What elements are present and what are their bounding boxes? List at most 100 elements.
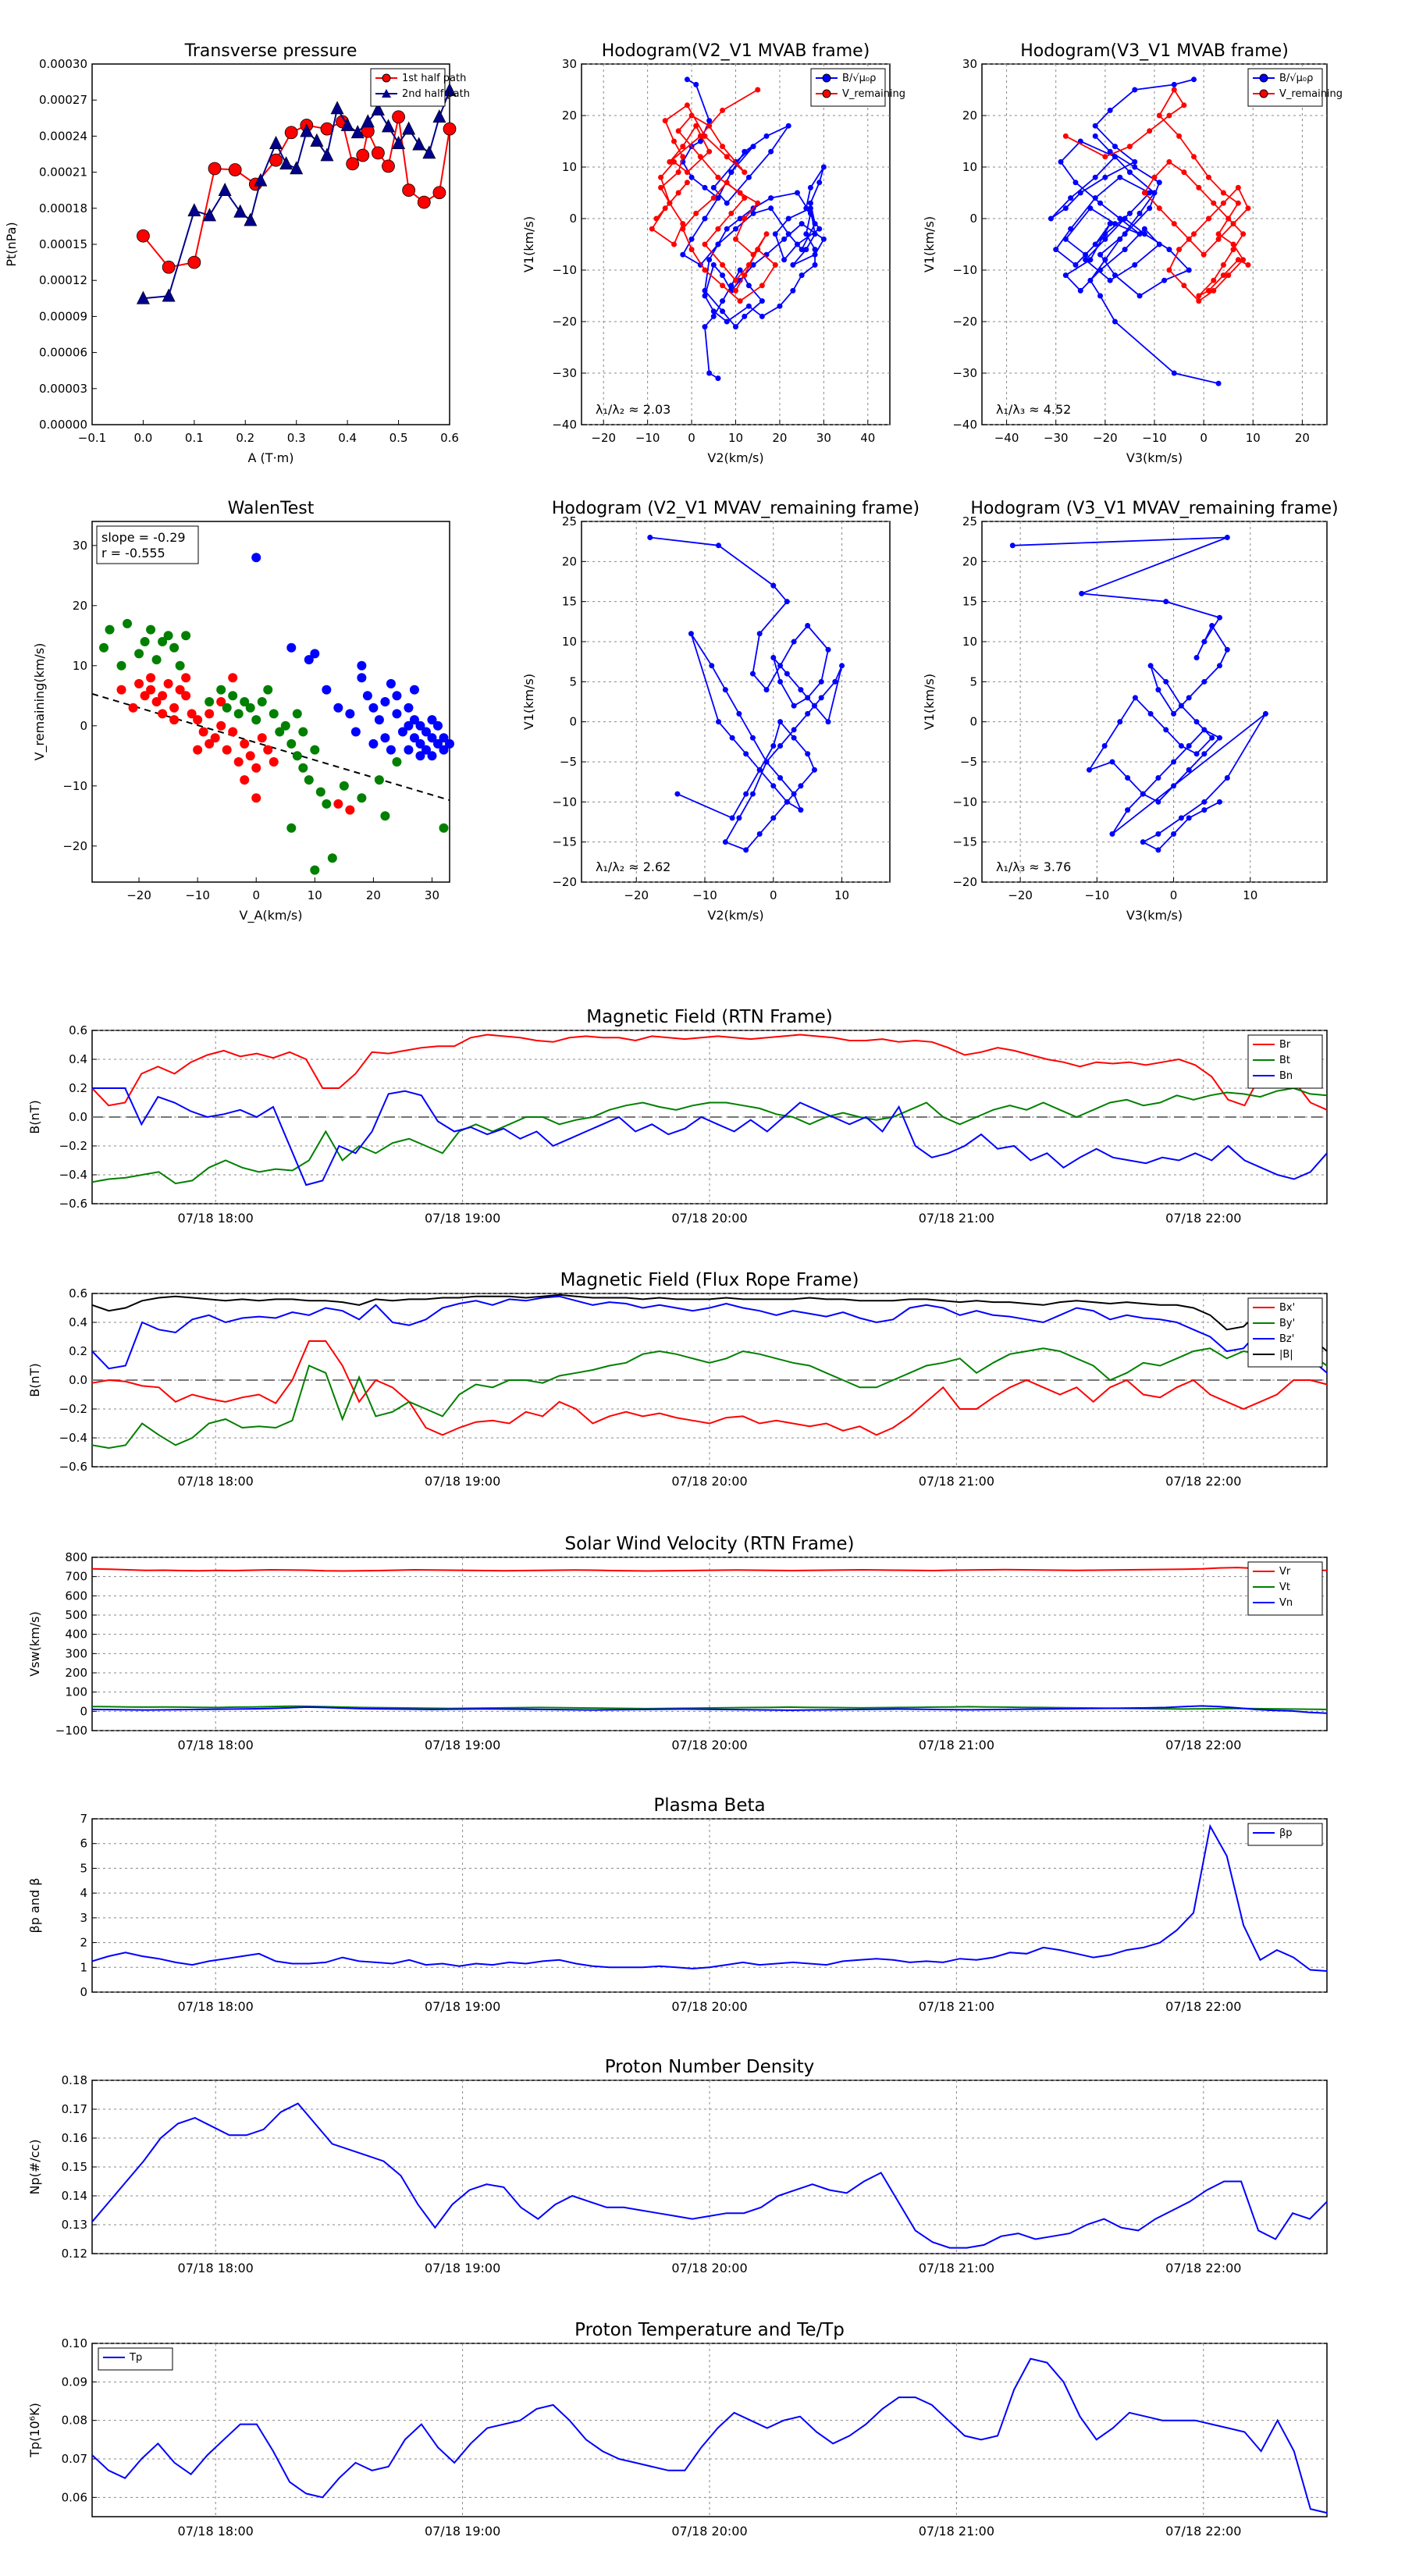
- walen-scatter-point: [409, 715, 419, 725]
- hodo-v3v1-mvab-xtick-label: −30: [1044, 431, 1069, 445]
- transverse-series-point: [162, 260, 176, 274]
- transverse-ytick-label: 0.00015: [39, 237, 87, 251]
- np-ytick-label: 0.17: [62, 2102, 87, 2116]
- transverse-series-point: [187, 203, 201, 217]
- hodo-v3v1-mvav-series-point: [1155, 847, 1161, 853]
- walen-scatter-point: [263, 745, 273, 755]
- hodo-v3v1-mvav-ratio-text: λ₁/λ₃ ≈ 3.76: [996, 859, 1071, 874]
- hodo-v3v1-mvab-xtick-label: −20: [1093, 431, 1118, 445]
- walen-scatter-point: [445, 738, 454, 749]
- hodo-v3v1-mvav-ytick-label: 20: [962, 554, 977, 568]
- transverse-ytick-label: 0.00021: [39, 165, 87, 180]
- hodo-v3v1-mvab-series-point: [1215, 231, 1222, 237]
- hodo-v3v1-mvab-series-point: [1205, 215, 1211, 222]
- walen-scatter-point: [421, 727, 431, 737]
- hodo-v2v1-mvab-series-point: [795, 190, 800, 196]
- hodo-v2v1-mvav-ytick-label: 0: [569, 715, 577, 729]
- walen-scatter-point: [175, 685, 185, 695]
- hodo-v3v1-mvab-series-point: [1107, 221, 1113, 227]
- legend-label: V_remaining: [842, 88, 905, 100]
- hodo-v2v1-mvab-series-point: [697, 133, 703, 139]
- hodo-v2v1-mvav-series-point: [784, 799, 790, 805]
- legend-label: Bx': [1279, 1302, 1295, 1314]
- hodo-v3v1-mvab-series-point: [1087, 205, 1094, 212]
- hodo-v3v1-mvab-series-point: [1191, 76, 1197, 83]
- hodo-v2v1-mvab-title: Hodogram(V2_V1 MVAB frame): [602, 41, 870, 61]
- hodo-v2v1-mvav-series-point: [716, 719, 722, 725]
- legend-box: [1247, 1823, 1323, 1846]
- hodo-v3v1-mvab-series-point: [1072, 180, 1079, 186]
- hodo-v3v1-mvab-series-point: [1141, 226, 1147, 232]
- hodo-v2v1-mvav-series-point: [791, 735, 797, 741]
- hodo-v3v1-mvab-series-point: [1181, 283, 1187, 289]
- hodo-v2v1-mvab-series-point: [688, 236, 695, 242]
- vsw-series-Vr: [91, 1567, 1328, 1572]
- hodo-v2v1-mvab-series-point: [745, 283, 752, 289]
- hodo-v2v1-mvav-ytick-label: −5: [560, 755, 577, 769]
- hodo-v3v1-mvab-xlabel: V3(km/s): [1126, 450, 1183, 465]
- hodo-v2v1-mvav-series-point: [729, 735, 735, 741]
- hodo-v2v1-mvav-series-point: [805, 622, 811, 628]
- transverse-series-point: [346, 157, 360, 171]
- walen-scatter-point: [263, 685, 273, 695]
- vsw-ytick-label: −100: [55, 1724, 87, 1738]
- hodo-v3v1-mvav-xtick-label: 10: [1243, 888, 1257, 902]
- mag-rtn-series-Bn: [92, 1087, 1328, 1187]
- hodo-v2v1-mvab-series-point: [715, 375, 721, 382]
- hodo-v3v1-mvab-series-point: [1240, 257, 1247, 263]
- walen-scatter-point: [245, 703, 255, 713]
- hodo-v3v1-mvab-series-point: [1186, 236, 1192, 242]
- hodo-v3v1-mvab-series-point: [1181, 169, 1187, 176]
- hodo-v3v1-mvab-xtick-label: −40: [994, 431, 1019, 445]
- walen-scatter-point: [304, 655, 314, 665]
- hodo-v2v1-mvab-series-point: [688, 174, 695, 180]
- hodo-v2v1-mvab-series-point: [759, 283, 765, 289]
- hodo-v2v1-mvab-series-point: [733, 277, 738, 283]
- hodo-v3v1-mvab-series-point: [1083, 257, 1089, 263]
- walen-scatter-point: [269, 709, 279, 719]
- hodo-v3v1-mvab-series-point: [1196, 184, 1202, 190]
- hodo-v2v1-mvab-series-point: [759, 298, 765, 304]
- walen-scatter-point: [205, 697, 215, 706]
- hodo-v3v1-mvab-series-point: [1112, 272, 1118, 279]
- hodo-v2v1-mvav-series-point: [825, 646, 831, 653]
- hodo-v3v1-mvav-series-point: [1009, 543, 1016, 549]
- hodo-v2v1-mvav-series-point: [743, 791, 749, 797]
- hodo-v2v1-mvab-series-point: [812, 231, 818, 237]
- hodo-v2v1-mvab-series-point: [680, 154, 686, 160]
- hodo-v2v1-mvab-xtick-label: 40: [860, 431, 875, 445]
- walen-scatter-point: [193, 715, 203, 725]
- hodo-v2v1-mvab-series-point: [724, 180, 730, 186]
- walen-scatter-point: [315, 787, 325, 797]
- hodo-v3v1-mvab-series-point: [1122, 215, 1128, 222]
- walen-scatter-point: [392, 709, 402, 719]
- hodo-v2v1-mvab-series-point: [697, 138, 703, 144]
- hodo-v2v1-mvab-series-point: [702, 184, 708, 190]
- legend-label: B/√μ₀ρ: [842, 73, 876, 84]
- hodo-v3v1-mvav-series-point: [1201, 639, 1208, 645]
- walen-scatter-point: [409, 685, 419, 695]
- hodo-v2v1-mvav-series-point: [791, 639, 797, 645]
- hodo-v3v1-mvab-series-point: [1151, 190, 1158, 196]
- mag-fr-ytick-label: 0.2: [69, 1344, 87, 1358]
- hodo-v2v1-mvav-series-point: [674, 791, 681, 797]
- hodo-v3v1-mvav-series-point: [1224, 775, 1230, 781]
- walen-ylabel: V_remaining(km/s): [32, 643, 48, 761]
- hodo-v2v1-mvab-series-point: [759, 313, 765, 319]
- walen-scatter-point: [292, 709, 302, 719]
- transverse-ytick-label: 0.00009: [39, 309, 87, 323]
- walen-scatter-point: [374, 775, 384, 785]
- hodo-v3v1-mvab-title: Hodogram(V3_V1 MVAB frame): [1020, 41, 1289, 61]
- hodo-v2v1-mvab-series-point: [684, 102, 690, 109]
- hodo-v3v1-mvab-series-point: [1136, 293, 1143, 299]
- hodo-v3v1-mvab-series-point: [1102, 174, 1108, 180]
- hodo-v3v1-mvab-series-point: [1220, 272, 1226, 279]
- mag-fr-series-By': [91, 1343, 1328, 1450]
- mag-fr-series-Bx': [91, 1340, 1328, 1436]
- hodo-v2v1-mvab-series-point: [715, 226, 721, 232]
- mag-fr-series-Bz': [91, 1295, 1328, 1374]
- hodo-v2v1-mvab-series-point: [737, 267, 743, 273]
- transverse-series-point: [187, 255, 201, 269]
- walen-scatter-point: [163, 678, 173, 688]
- hodo-v2v1-mvav-series-point: [798, 783, 804, 789]
